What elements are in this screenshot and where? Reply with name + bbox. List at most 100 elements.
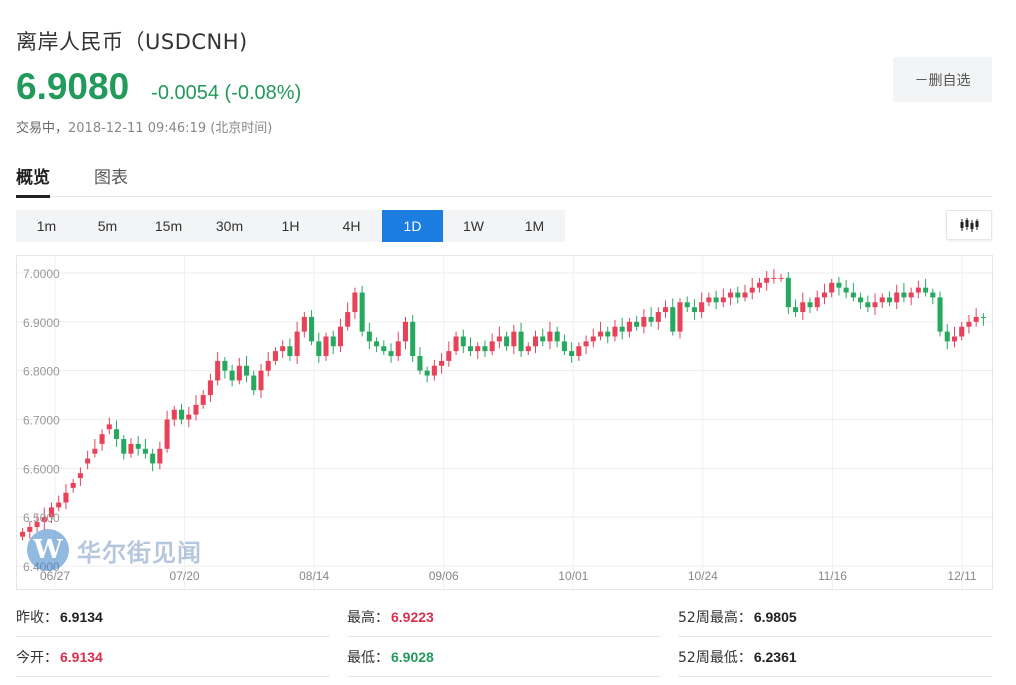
status-text: 交易中，	[16, 121, 69, 136]
candle-body	[337, 326, 343, 347]
candle-body	[951, 336, 958, 342]
candle-body	[821, 292, 827, 298]
candle-body	[843, 287, 849, 293]
stat-label: 最高：	[347, 609, 389, 626]
candlestick-icon	[960, 218, 979, 232]
candle-body	[99, 434, 105, 444]
period-5m[interactable]: 5m	[97, 218, 118, 234]
candle-body	[511, 331, 517, 347]
candle-body	[850, 292, 856, 298]
stat-label: 52周最高：	[678, 609, 752, 626]
candle-body	[973, 316, 979, 322]
candle-body	[417, 356, 423, 371]
candle-body	[330, 336, 336, 347]
candle-body	[157, 448, 163, 464]
candle-body	[879, 297, 885, 303]
stat-low: 最低： 6.9028	[347, 637, 661, 677]
candle-body	[489, 341, 495, 352]
candle-body	[171, 409, 177, 420]
candle-body	[186, 414, 192, 420]
current-price: 6.9080	[16, 66, 130, 107]
candle-body	[670, 307, 676, 332]
period-1mo[interactable]: 1M	[524, 218, 545, 234]
candle-body	[886, 297, 893, 303]
candle-body	[467, 346, 474, 352]
candle-body	[930, 292, 936, 298]
candle-body	[34, 522, 40, 527]
candle-body	[85, 458, 91, 464]
candle-body	[626, 321, 632, 332]
candle-body	[27, 526, 33, 532]
stat-label: 最低：	[347, 649, 389, 666]
candle-body	[381, 346, 387, 352]
candle-body	[590, 336, 596, 342]
candle-body	[894, 292, 900, 303]
candle-body	[323, 336, 329, 357]
period-1m[interactable]: 1m	[36, 218, 57, 234]
period-30m[interactable]: 30m	[215, 218, 244, 234]
stat-52w-high: 52周最高： 6.9805	[678, 597, 992, 637]
candle-body	[504, 336, 510, 347]
candle-body	[287, 346, 293, 357]
candle-body	[135, 443, 141, 449]
candle-body	[749, 287, 755, 293]
stat-high: 最高： 6.9223	[347, 597, 661, 637]
tab-chart[interactable]: 图表	[94, 168, 128, 188]
candle-body	[641, 316, 647, 327]
candle-body	[728, 292, 734, 298]
candle-body	[569, 351, 575, 357]
candle-body	[923, 287, 929, 293]
candle-body	[164, 419, 170, 449]
candle-body	[496, 336, 502, 342]
tab-bar: 概览 图表	[16, 161, 992, 198]
watermark-text: 华尔街见闻	[77, 537, 202, 567]
trading-status: 交易中，2018-12-11 09:46:19 (北京时间)	[16, 117, 272, 136]
candle-body	[597, 331, 604, 337]
candle-body	[713, 297, 719, 303]
candle-body	[316, 341, 322, 357]
candle-body	[70, 482, 76, 488]
stat-label: 昨收：	[16, 609, 58, 626]
candle-body	[222, 360, 228, 371]
x-tick-label: 12/11	[947, 569, 976, 583]
candle-body	[215, 360, 221, 381]
candle-body	[77, 473, 83, 479]
period-4h[interactable]: 4H	[342, 218, 361, 234]
candle-body	[453, 336, 459, 352]
candle-body	[128, 443, 134, 454]
candle-body	[937, 297, 943, 332]
candle-body	[634, 321, 640, 327]
candle-body	[648, 316, 654, 322]
candle-body	[605, 331, 611, 337]
period-1w[interactable]: 1W	[463, 218, 484, 234]
tab-overview[interactable]: 概览	[16, 161, 50, 198]
candle-body	[251, 375, 257, 391]
x-tick-label: 06/27	[40, 569, 70, 583]
candle-body	[547, 331, 553, 342]
candle-body	[388, 351, 394, 357]
candle-body	[915, 287, 921, 293]
candle-body	[424, 370, 430, 376]
y-tick-label: 6.6000	[23, 462, 60, 476]
candle-layer	[20, 269, 986, 541]
watermark-logo-icon: W	[27, 529, 69, 571]
period-15m[interactable]: 15m	[154, 218, 183, 234]
stat-label: 52周最低：	[678, 649, 752, 666]
timestamp: 2018-12-11 09:46:19 (北京时间)	[68, 121, 273, 136]
period-1h[interactable]: 1H	[281, 218, 300, 234]
price-chart[interactable]: 7.00006.90006.80006.70006.60006.50006.40…	[16, 255, 994, 591]
candle-body	[944, 331, 950, 342]
chart-type-button[interactable]	[946, 210, 992, 240]
stat-52w-low: 52周最低： 6.2361	[678, 637, 992, 677]
remove-watchlist-button[interactable]: －删自选	[893, 57, 992, 102]
page-title: 离岸人民币（USDCNH)	[16, 30, 248, 54]
candle-body	[778, 277, 784, 279]
candle-body	[179, 409, 185, 420]
period-1d[interactable]: 1D	[382, 210, 443, 242]
candle-body	[706, 297, 712, 303]
price-change: -0.0054 (-0.08%)	[151, 82, 302, 104]
stat-value: 6.9134	[60, 608, 103, 625]
candle-body	[92, 448, 98, 454]
candle-body	[236, 365, 242, 381]
candle-body	[865, 302, 871, 308]
